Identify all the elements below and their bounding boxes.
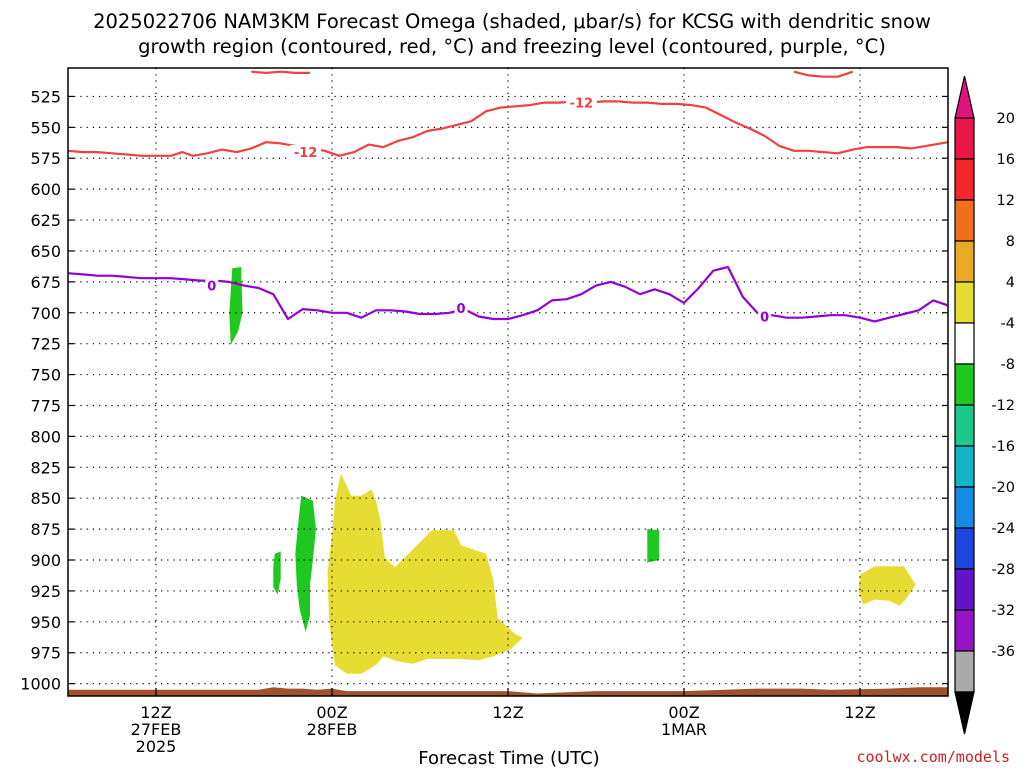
colorbar-swatch [954, 445, 975, 488]
contour-label-background [205, 278, 219, 293]
contour-label: 0 [760, 310, 769, 325]
contour-label: 0 [457, 302, 466, 317]
colorbar-swatch [954, 240, 975, 283]
x-tick-label: 27FEB [131, 720, 182, 739]
x-tick-label: 00Z [316, 703, 347, 722]
omega-shaded-region [229, 267, 243, 345]
title-line-1: 2025022706 NAM3KM Forecast Omega (shaded… [93, 10, 931, 33]
plot-background [68, 68, 948, 696]
dgz-contour [793, 70, 854, 78]
colorbar-swatch [954, 199, 975, 242]
colorbar-label: -16 [991, 439, 1015, 455]
y-tick-label: 650 [30, 242, 61, 261]
colorbar-swatch [954, 650, 975, 693]
y-tick-label: 825 [30, 458, 61, 477]
colorbar-swatch [954, 281, 975, 324]
colorbar-label: 20 [997, 111, 1015, 127]
colorbar-label: 4 [1006, 275, 1015, 291]
y-tick-label: 875 [30, 520, 61, 539]
colorbar-label: -36 [991, 644, 1015, 660]
x-tick-label: 2025 [136, 737, 177, 756]
y-tick-label: 850 [30, 489, 61, 508]
colorbar-label: -32 [991, 603, 1015, 619]
omega-shaded-region [647, 529, 660, 563]
omega-shaded-region [327, 473, 523, 674]
omega-shaded-region [273, 551, 281, 595]
colorbar-bottom-arrow [954, 691, 975, 735]
plot-area: -12 -12 0 0 0 [67, 67, 949, 697]
y-tick-label: 950 [30, 613, 61, 632]
x-tick-label: 12Z [844, 703, 875, 722]
dgz-contour [251, 70, 310, 74]
y-tick-label: 550 [30, 118, 61, 137]
colorbar-label: -20 [991, 480, 1015, 496]
x-axis-title: Forecast Time (UTC) [418, 748, 599, 768]
omega-shaded-region [858, 566, 916, 606]
colorbar-swatch [954, 117, 975, 160]
y-tick-label: 800 [30, 427, 61, 446]
title-line-2: growth region (contoured, red, °C) and f… [138, 35, 886, 58]
y-tick-label: 600 [30, 180, 61, 199]
y-tick-label: 700 [30, 304, 61, 323]
y-tick-label: 575 [30, 149, 61, 168]
y-tick-label: 725 [30, 335, 61, 354]
contour-label-background [565, 95, 597, 110]
contour-label: 0 [207, 280, 216, 295]
y-tick-label: 1000 [20, 675, 61, 694]
y-tick-label: 975 [30, 644, 61, 663]
x-tick-label: 28FEB [307, 720, 358, 739]
x-tick-label: 00Z [668, 703, 699, 722]
colorbar-label: -8 [1001, 357, 1015, 373]
colorbar-label: -12 [991, 398, 1015, 414]
x-tick-label: 12Z [492, 703, 523, 722]
y-axis: 525 550 575 600 625 650 675 700 725 750 775 800 825 8… [20, 87, 948, 694]
colorbar-label: -4 [1001, 316, 1015, 332]
colorbar-swatch [954, 527, 975, 570]
colorbar-swatch [954, 158, 975, 201]
x-tick-label: 1MAR [661, 720, 707, 739]
colorbar-label: 12 [997, 193, 1015, 209]
colorbar: 20 16 12 8 4 -4 -8 -12 -16 -20 -24 -28 -32 -36 [954, 75, 1015, 735]
contour-label: -12 [570, 97, 594, 112]
y-tick-label: 900 [30, 551, 61, 570]
contour-label-background [758, 309, 772, 324]
colorbar-label: -24 [991, 521, 1015, 537]
colorbar-swatch [954, 568, 975, 611]
dgz-contour [67, 100, 949, 157]
chart-title: 2025022706 NAM3KM Forecast Omega (shaded… [93, 10, 931, 58]
colorbar-label: 8 [1006, 234, 1015, 250]
y-tick-label: 925 [30, 582, 61, 601]
y-tick-label: 625 [30, 211, 61, 230]
colorbar-swatch [954, 404, 975, 447]
y-tick-label: 775 [30, 396, 61, 415]
contour-label-background [454, 300, 468, 315]
colorbar-label: 16 [997, 152, 1015, 168]
colorbar-label: -28 [991, 562, 1015, 578]
x-tick-label: 12Z [140, 703, 171, 722]
y-tick-label: 750 [30, 366, 61, 385]
credit-text: coolwx.com/models [856, 748, 1010, 766]
y-tick-label: 675 [30, 273, 61, 292]
colorbar-swatch [954, 322, 975, 365]
contour-label: -12 [294, 146, 318, 161]
colorbar-swatch [954, 363, 975, 406]
colorbar-top-arrow [954, 75, 975, 119]
y-tick-label: 525 [30, 87, 61, 106]
colorbar-swatch [954, 609, 975, 652]
colorbar-swatch [954, 486, 975, 529]
contour-label-background [290, 145, 322, 160]
